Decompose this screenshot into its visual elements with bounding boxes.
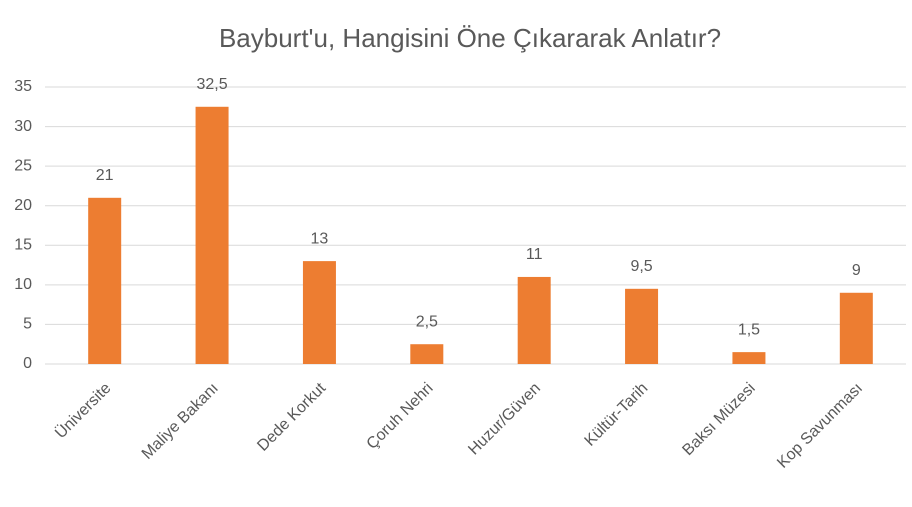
x-tick-label: Baksı Müzesi <box>679 380 758 459</box>
bar <box>302 261 336 364</box>
y-tick-label: 15 <box>14 237 32 254</box>
x-tick-label: Dede Korkut <box>254 379 329 454</box>
data-label: 11 <box>526 246 543 263</box>
chart-title: Bayburt'u, Hangisini Öne Çıkararak Anlat… <box>219 23 721 53</box>
bar <box>410 344 444 364</box>
y-tick-label: 5 <box>23 316 32 333</box>
bar <box>732 352 766 364</box>
x-tick-label: Maliye Bakanı <box>139 380 222 463</box>
data-label: 1,5 <box>738 321 760 338</box>
x-tick-label: Huzur/Güven <box>465 380 544 459</box>
bar <box>195 106 229 365</box>
data-label: 21 <box>96 167 114 184</box>
data-label: 13 <box>311 230 329 247</box>
y-tick-label: 10 <box>14 276 32 293</box>
data-label: 9 <box>852 262 861 279</box>
data-label: 32,5 <box>196 76 227 93</box>
data-label: 2,5 <box>416 313 438 330</box>
bar <box>839 292 873 364</box>
y-tick-label: 25 <box>14 157 32 174</box>
x-tick-label: Kültür-Tarih <box>582 380 652 450</box>
x-tick-label: Üniversite <box>51 379 114 442</box>
bar <box>88 197 122 364</box>
y-tick-label: 30 <box>14 118 32 135</box>
y-tick-label: 35 <box>14 78 32 95</box>
x-tick-label: Kop Savunması <box>774 380 866 472</box>
data-label: 9,5 <box>630 258 652 275</box>
bar <box>625 288 659 364</box>
y-tick-label: 20 <box>14 197 32 214</box>
bar <box>517 276 551 364</box>
x-tick-label: Çoruh Nehri <box>364 380 437 453</box>
y-tick-label: 0 <box>23 355 32 372</box>
